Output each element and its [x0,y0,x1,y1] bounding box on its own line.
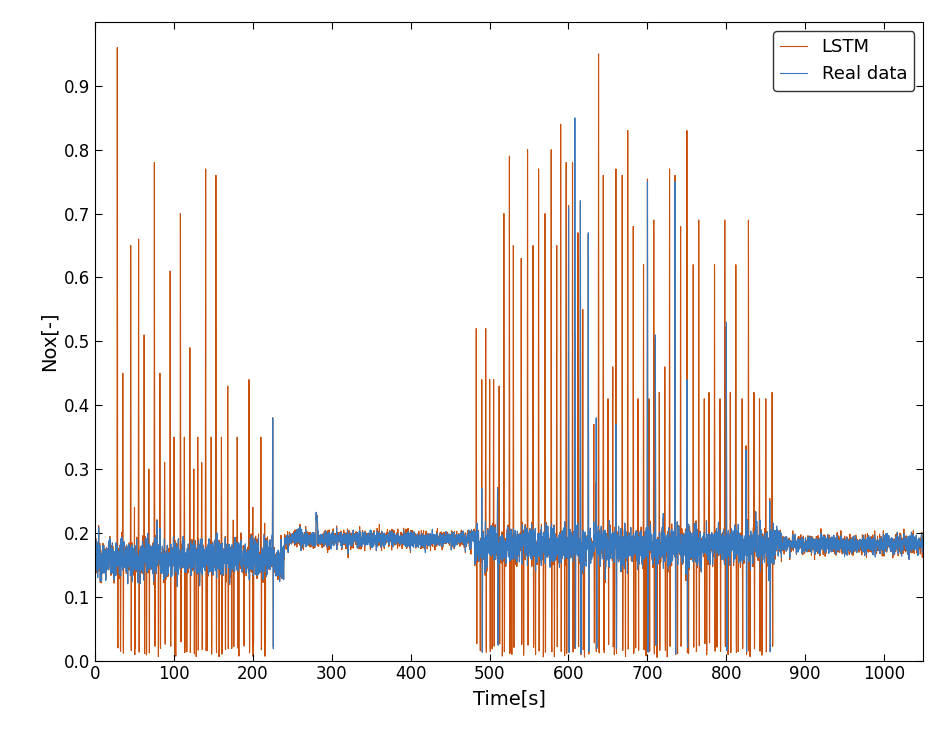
Legend: LSTM, Real data: LSTM, Real data [773,31,915,90]
LSTM [335,531,347,540]
Real data [277,570,288,579]
Real data [918,538,929,547]
Line: LSTM: LSTM [95,48,923,658]
LSTM [651,653,663,662]
LSTM [89,555,101,564]
Real data [643,523,654,531]
Y-axis label: Nox[-]: Nox[-] [39,311,58,371]
LSTM [111,43,123,52]
LSTM [721,429,732,438]
Line: Real data: Real data [95,118,923,654]
LSTM [254,565,266,574]
Real data [334,538,346,547]
Real data [569,114,581,123]
Real data [670,650,682,658]
Real data [721,429,732,438]
LSTM [277,551,288,560]
Real data [253,564,265,573]
LSTM [918,537,929,545]
LSTM [554,560,565,569]
X-axis label: Time[s]: Time[s] [473,689,545,708]
LSTM [643,524,654,533]
Real data [553,550,565,559]
Real data [89,556,101,564]
